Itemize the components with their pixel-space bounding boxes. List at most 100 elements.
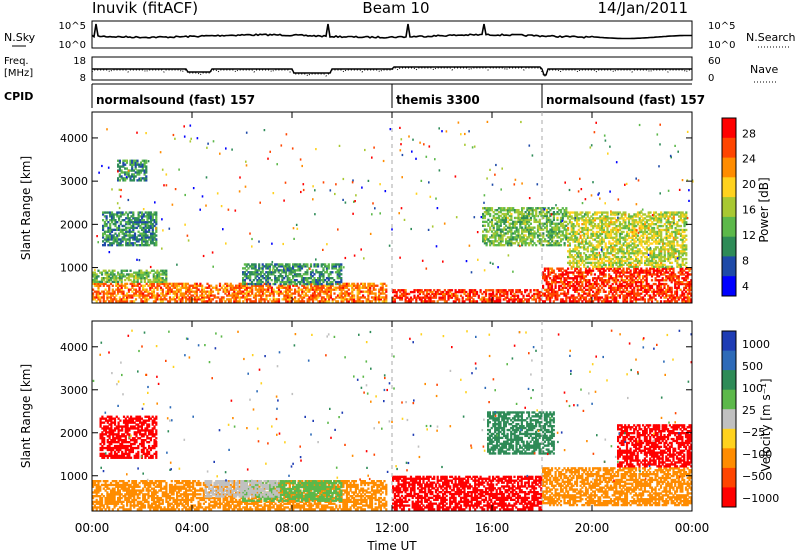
heatmap-cell: [332, 300, 334, 302]
noise-right-tick-top: 10^5: [708, 21, 735, 32]
heatmap-cell: [603, 227, 605, 229]
heatmap-cell: [313, 273, 315, 275]
heatmap-cell: [606, 248, 608, 250]
heatmap-cell: [156, 292, 158, 294]
heatmap-cell: [367, 294, 369, 296]
heatmap-cell: [594, 273, 596, 275]
heatmap-cell: [148, 229, 150, 231]
heatmap-cell: [517, 229, 519, 231]
heatmap-cell: [476, 300, 478, 302]
heatmap-cell: [212, 291, 214, 293]
heatmap-cell: [291, 289, 293, 291]
heatmap-cell: [330, 294, 332, 296]
cpid-label: CPID: [4, 90, 33, 103]
heatmap-cell: [278, 300, 280, 302]
heatmap-cell: [646, 256, 648, 258]
heatmap-cell: [310, 263, 312, 265]
heatmap-cell: [542, 232, 544, 234]
heatmap-cell: [560, 244, 562, 246]
heatmap-cell: [385, 289, 387, 291]
heatmap-cell: [484, 225, 486, 227]
heatmap-cell: [258, 277, 260, 279]
heatmap-cell: [478, 295, 480, 297]
heatmap-cell: [553, 270, 555, 272]
heatmap-cell: [369, 287, 371, 289]
heatmap-cell: [517, 209, 519, 211]
heatmap-cell: [185, 300, 187, 302]
heatmap-cell: [131, 167, 133, 169]
heatmap-cell: [113, 270, 115, 272]
heatmap-cell: [273, 289, 275, 291]
heatmap-cell: [542, 285, 544, 287]
heatmap-cell: [310, 277, 312, 279]
heatmap-cell: [146, 289, 148, 291]
heatmap-cell: [335, 267, 337, 269]
heatmap-cell: [121, 287, 123, 289]
heatmap-cell: [262, 267, 264, 269]
heatmap-cell: [215, 300, 217, 302]
heatmap-cell: [210, 285, 212, 287]
heatmap-cell: [260, 283, 262, 285]
heatmap-cell: [244, 279, 246, 281]
cpid-segment-label: themis 3300: [396, 93, 480, 107]
heatmap-cell: [267, 300, 269, 302]
noise-right-tick-bottom: 10^0: [708, 40, 735, 51]
heatmap-cell: [145, 179, 147, 181]
heatmap-cell: [128, 291, 130, 293]
heatmap-cell: [569, 242, 571, 244]
heatmap-cell: [276, 267, 278, 269]
heatmap-cell: [340, 273, 342, 275]
heatmap-cell: [542, 234, 544, 236]
heatmap-cell: [580, 235, 582, 237]
heatmap-cell: [283, 277, 285, 279]
heatmap-cell: [516, 227, 518, 229]
heatmap-cell: [539, 219, 541, 221]
heatmap-cell: [271, 279, 273, 281]
heatmap-cell: [321, 283, 323, 285]
heatmap-cell: [385, 294, 387, 296]
heatmap-cell: [296, 283, 298, 285]
heatmap-cell: [196, 291, 198, 293]
heatmap-cell: [126, 270, 128, 272]
heatmap-cell: [516, 238, 518, 240]
heatmap-cell: [480, 289, 482, 291]
heatmap-cell: [662, 277, 664, 279]
heatmap-cell: [526, 289, 528, 291]
heatmap-cell: [596, 248, 598, 250]
heatmap-cell: [274, 275, 276, 277]
heatmap-cell: [564, 242, 566, 244]
heatmap-cell: [155, 211, 157, 213]
heatmap-cell: [274, 283, 276, 285]
heatmap-cell: [328, 300, 330, 302]
heatmap-cell: [605, 264, 607, 266]
heatmap-cell: [583, 264, 585, 266]
heatmap-cell: [510, 217, 512, 219]
heatmap-cell: [493, 225, 495, 227]
heatmap-cell: [624, 211, 626, 213]
heatmap-cell: [96, 300, 98, 302]
heatmap-cell: [671, 287, 673, 289]
heatmap-cell: [340, 279, 342, 281]
heatmap-cell: [523, 207, 525, 209]
heatmap-cell: [640, 268, 642, 270]
heatmap-cell: [601, 246, 603, 248]
heatmap-cell: [596, 279, 598, 281]
heatmap-cell: [514, 242, 516, 244]
heatmap-cell: [619, 296, 621, 298]
heatmap-cell: [210, 300, 212, 302]
heatmap-cell: [451, 289, 453, 291]
heatmap-cell: [491, 207, 493, 209]
heatmap-cell: [244, 283, 246, 285]
heatmap-cell: [130, 270, 132, 272]
heatmap-cell: [608, 270, 610, 272]
heatmap-cell: [340, 263, 342, 265]
heatmap-cell: [486, 234, 488, 236]
heatmap-cell: [551, 268, 553, 270]
heatmap-cell: [484, 217, 486, 219]
heatmap-cell: [542, 217, 544, 219]
heatmap-cell: [165, 270, 167, 272]
heatmap-cell: [105, 300, 107, 302]
heatmap-cell: [371, 300, 373, 302]
heatmap-cell: [542, 229, 544, 231]
